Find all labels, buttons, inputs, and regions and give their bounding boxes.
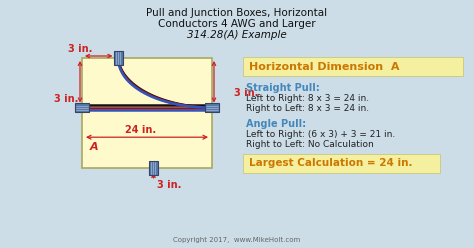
Text: Right to Left: No Calculation: Right to Left: No Calculation — [246, 140, 374, 149]
Text: Conductors 4 AWG and Larger: Conductors 4 AWG and Larger — [158, 19, 316, 29]
Text: Left to Right: 8 x 3 = 24 in.: Left to Right: 8 x 3 = 24 in. — [246, 94, 369, 103]
Text: Pull and Junction Boxes, Horizontal: Pull and Junction Boxes, Horizontal — [146, 8, 328, 18]
Bar — [149, 161, 158, 175]
Text: Horizontal Dimension  A: Horizontal Dimension A — [249, 62, 400, 71]
FancyBboxPatch shape — [243, 154, 440, 173]
Text: Right to Left: 8 x 3 = 24 in.: Right to Left: 8 x 3 = 24 in. — [246, 104, 369, 113]
Text: Left to Right: (6 x 3) + 3 = 21 in.: Left to Right: (6 x 3) + 3 = 21 in. — [246, 130, 395, 139]
Text: 314.28(A) Example: 314.28(A) Example — [187, 30, 287, 40]
Text: Straight Pull:: Straight Pull: — [246, 83, 320, 93]
Text: Largest Calculation = 24 in.: Largest Calculation = 24 in. — [249, 158, 412, 168]
FancyBboxPatch shape — [243, 57, 463, 76]
Bar — [205, 103, 219, 112]
Text: A: A — [90, 142, 99, 152]
Text: 3 in.: 3 in. — [54, 94, 78, 104]
Bar — [114, 51, 123, 65]
Text: Angle Pull:: Angle Pull: — [246, 119, 306, 129]
Text: 3 in.: 3 in. — [234, 89, 258, 98]
Text: 24 in.: 24 in. — [125, 125, 156, 135]
Text: 3 in.: 3 in. — [68, 44, 92, 54]
Text: 3 in.: 3 in. — [157, 180, 182, 190]
Bar — [82, 58, 212, 168]
Text: Copyright 2017,  www.MikeHolt.com: Copyright 2017, www.MikeHolt.com — [173, 237, 301, 243]
Bar — [75, 103, 89, 112]
